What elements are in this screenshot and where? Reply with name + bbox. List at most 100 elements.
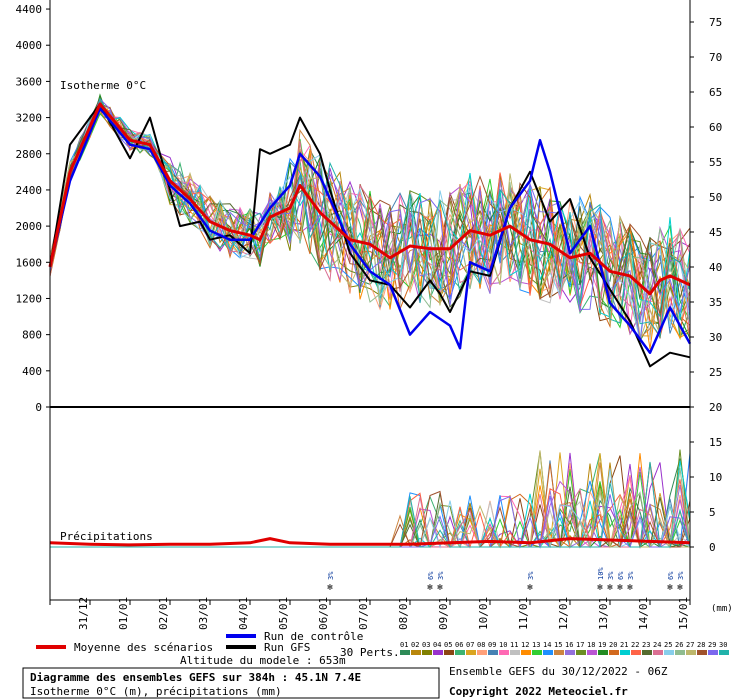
y-left-tick-label: 1200 <box>16 292 43 305</box>
pert-legend-id: 17 <box>576 641 584 649</box>
chart-subtitle: Isotherme 0°C (m), précipitations (mm) <box>30 685 282 698</box>
x-tick-label: 07/01 <box>357 597 370 630</box>
pert-legend-swatch <box>609 650 619 655</box>
y-right-tick-label: 70 <box>709 51 722 64</box>
pert-legend-swatch <box>444 650 454 655</box>
pert-legend-id: 23 <box>642 641 650 649</box>
pert-legend-id: 14 <box>543 641 551 649</box>
y-left-tick-label: 1600 <box>16 256 43 269</box>
snow-marker: ❄ 6% <box>617 571 625 593</box>
y-right-tick-label: 10 <box>709 471 722 484</box>
snowflake-icon: ❄ <box>607 583 613 593</box>
y-left-tick-label: 2800 <box>16 148 43 161</box>
snow-pct-label: 3% <box>327 571 335 580</box>
pert-legend-id: 09 <box>488 641 496 649</box>
snowflake-icon: ❄ <box>617 583 623 593</box>
y-right-tick-label: 75 <box>709 16 722 29</box>
x-tick-label: 09/01 <box>437 597 450 630</box>
pert-legend-swatch <box>400 650 410 655</box>
pert-legend-swatch <box>455 650 465 655</box>
pert-legend-swatch <box>532 650 542 655</box>
snow-pct-label: 6% <box>617 571 625 580</box>
x-tick-label: 04/01 <box>237 597 250 630</box>
pert-legend-swatch <box>708 650 718 655</box>
snow-marker: ❄ 3% <box>677 571 685 593</box>
snowflake-icon: ❄ <box>527 583 533 593</box>
pert-legend-id: 15 <box>554 641 562 649</box>
snow-marker: ❄ 3% <box>627 571 635 593</box>
pert-legend-id: 29 <box>708 641 716 649</box>
title-box <box>22 667 440 699</box>
pert-legend-swatch <box>664 650 674 655</box>
pert-legend-id: 01 <box>400 641 408 649</box>
pert-legend-id: 03 <box>422 641 430 649</box>
pert-legend-swatch <box>631 650 641 655</box>
x-tick-label: 06/01 <box>317 597 330 630</box>
snow-marker: ❄ 3% <box>437 571 445 593</box>
x-tick-label: 08/01 <box>397 597 410 630</box>
pert-legend-swatch <box>653 650 663 655</box>
x-tick-label: 03/01 <box>197 597 210 630</box>
snow-marker: ❄ 6% <box>667 571 675 593</box>
y-left-tick-label: 2400 <box>16 184 43 197</box>
snowflake-icon: ❄ <box>427 583 433 593</box>
y-right-tick-label: 0 <box>709 541 716 554</box>
pert-legend-id: 06 <box>455 641 463 649</box>
pert-legend-id: 24 <box>653 641 661 649</box>
pert-legend-swatch <box>466 650 476 655</box>
y-right-tick-label: 35 <box>709 296 722 309</box>
legend-gfs-label: Run GFS <box>264 641 310 654</box>
pert-legend-id: 10 <box>499 641 507 649</box>
y-left-tick-label: 3200 <box>16 112 43 125</box>
snow-marker: ❄ 3% <box>607 571 615 593</box>
mean-precip-line <box>49 537 691 547</box>
gfs-iso-line <box>49 103 691 368</box>
legend-mean-label: Moyenne des scénarios <box>74 641 213 654</box>
snow-marker: ❄ 3% <box>527 571 535 593</box>
snow-pct-label: 10% <box>597 567 605 580</box>
pert-legend-id: 25 <box>664 641 672 649</box>
snow-pct-label: 3% <box>607 571 615 580</box>
y-left-tick-label: 400 <box>22 365 42 378</box>
y-left-tick-label: 3600 <box>16 75 43 88</box>
run-label: Ensemble GEFS du 30/12/2022 - 06Z <box>449 665 668 678</box>
x-tick-label: 13/01 <box>597 597 610 630</box>
pert-legend-id: 12 <box>521 641 529 649</box>
pert-legend-id: 16 <box>565 641 573 649</box>
snowflake-icon: ❄ <box>677 583 683 593</box>
pert-legend-id: 11 <box>510 641 518 649</box>
axes: 0400800120016002000240028003200360040004… <box>16 0 722 630</box>
x-tick-label: 05/01 <box>277 597 290 630</box>
control-iso-line <box>48 107 692 354</box>
legend-control-label: Run de contrôle <box>264 630 363 643</box>
isotherm-panel <box>48 93 692 368</box>
pert-legend-swatch <box>554 650 564 655</box>
y-right-tick-label: 30 <box>709 331 722 344</box>
snow-pct-label: 3% <box>437 571 445 580</box>
pert-legend-swatch <box>675 650 685 655</box>
snow-pct-label: 3% <box>677 571 685 580</box>
snow-marker: ❄ 6% <box>427 571 435 593</box>
pert-legend-swatch <box>488 650 498 655</box>
y-right-tick-label: 55 <box>709 156 722 169</box>
pert-legend-swatch <box>697 650 707 655</box>
pert-legend-id: 07 <box>466 641 474 649</box>
y-left-tick-label: 800 <box>22 329 42 342</box>
pert-legend-swatch <box>620 650 630 655</box>
altitude-label: Altitude du modele : 653m <box>180 654 346 667</box>
x-tick-label: 11/01 <box>517 597 530 630</box>
x-tick-label: 12/01 <box>557 597 570 630</box>
pert-legend-swatch <box>642 650 652 655</box>
snowflake-icon: ❄ <box>627 583 633 593</box>
snow-pct-label: 6% <box>427 571 435 580</box>
y-right-tick-label: 20 <box>709 401 722 414</box>
right-unit-label: (mm) <box>711 604 733 614</box>
pert-legend-swatch <box>543 650 553 655</box>
pert-legend-swatch <box>719 650 729 655</box>
pert-legend-swatch <box>477 650 487 655</box>
snowflake-icon: ❄ <box>327 583 333 593</box>
snow-marker: ❄ 10% <box>597 567 605 593</box>
snowflake-icon: ❄ <box>667 583 673 593</box>
pert-iso-line-28 <box>49 103 691 316</box>
